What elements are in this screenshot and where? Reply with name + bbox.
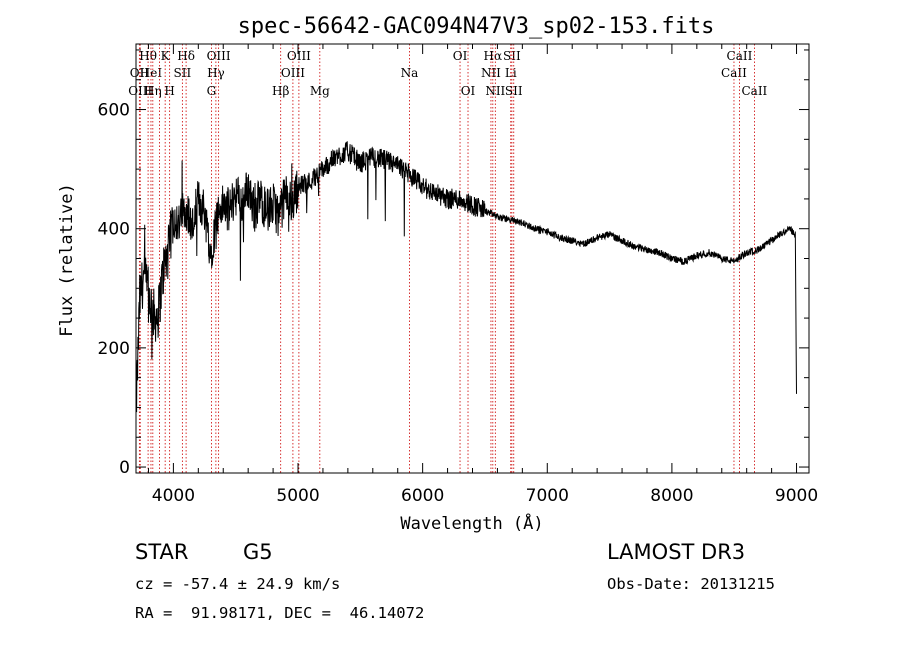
emission-line-label: G [207,84,217,98]
emission-line-label: Hβ [272,84,289,98]
emission-line-label: Hγ [207,66,225,80]
emission-line-label: K [161,49,171,63]
emission-line-label: CaII [721,66,747,80]
emission-line-label: Mg [310,84,330,98]
spectrum-line [135,141,797,413]
emission-line-label: H [164,84,174,98]
y-tick-label: 200 [98,339,130,359]
survey-name: LAMOST DR3 [607,540,746,564]
emission-line-label: Hα [484,49,503,63]
emission-line-markers: OIIOIIIHθHeIHηKHSIIHδGHγOIIIHβOIIIOIIIMg… [128,44,768,473]
emission-line-label: SII [174,66,192,80]
y-axis: 0 200 400 600 [98,49,809,478]
y-tick-label: 600 [98,101,130,121]
chart-title: spec-56642-GAC094N47V3_sp02-153.fits [238,14,715,39]
obs-date: Obs-Date: 20131215 [607,575,775,593]
y-axis-label: Flux (relative) [57,183,77,337]
y-tick-label: 0 [119,458,130,478]
x-axis: 4000 5000 6000 7000 8000 9000 [147,44,818,506]
emission-line-label: OII [130,66,150,80]
emission-line-label: OI [453,49,468,63]
emission-line-label: SII [505,84,523,98]
y-tick-label: 400 [98,220,130,240]
x-tick-label: 9000 [775,486,818,506]
emission-line-label: OIII [287,49,311,63]
object-class: STAR [135,540,189,564]
emission-line-label: CaII [727,49,753,63]
emission-line-label: OIII [128,84,152,98]
emission-line-label: Na [401,66,419,80]
x-tick-label: 8000 [650,486,693,506]
x-axis-label: Wavelength (Å) [400,512,543,534]
coordinates: RA = 91.98171, DEC = 46.14072 [135,604,425,622]
subclass: G5 [243,540,273,564]
emission-line-label: Hθ [139,49,157,63]
emission-line-label: Li [505,66,517,80]
x-tick-label: 6000 [401,486,444,506]
emission-line-label: NII [481,66,501,80]
emission-line-label: CaII [741,84,767,98]
emission-line-label: OIII [207,49,231,63]
emission-line-label: NII [485,84,505,98]
x-tick-label: 5000 [276,486,319,506]
emission-line-label: OI [461,84,476,98]
plot-frame [135,43,810,474]
emission-line-label: HeI [140,66,163,80]
x-tick-label: 7000 [526,486,569,506]
emission-line-label: SII [503,49,521,63]
redshift-readout: cz = -57.4 ± 24.9 km/s [135,575,341,593]
x-tick-label: 4000 [152,486,195,506]
spectrum-series [135,141,797,413]
emission-line-label: OIII [281,66,305,80]
emission-line-label: Hη [144,84,162,98]
emission-line-label: Hδ [177,49,195,63]
